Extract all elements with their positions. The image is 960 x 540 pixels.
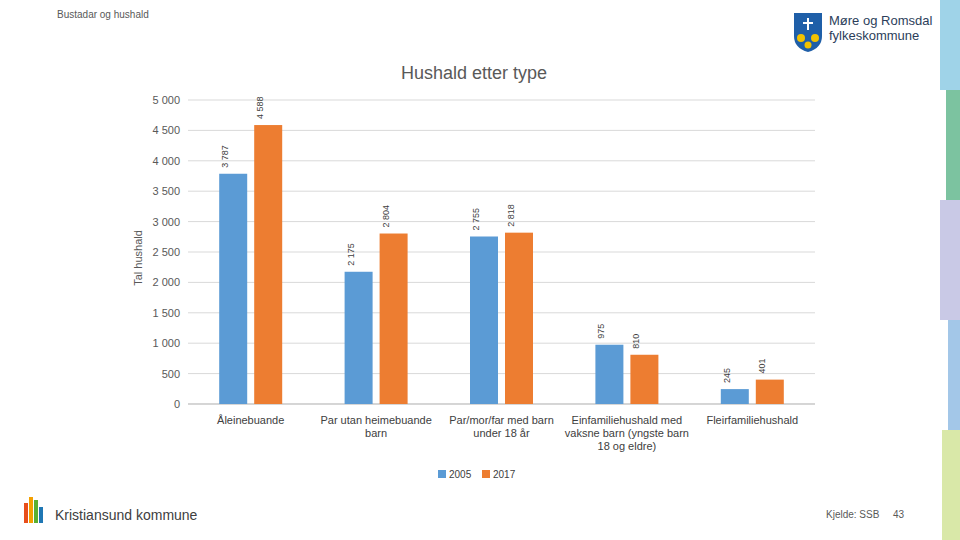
logo-emblem bbox=[811, 34, 819, 42]
logo-text: fylkeskommune bbox=[829, 28, 919, 43]
source: Kjelde: SSB bbox=[826, 509, 880, 520]
data-label: 975 bbox=[596, 324, 606, 339]
data-label: 810 bbox=[631, 334, 641, 349]
page: {"page": {"header": "Bustadar og hushald… bbox=[0, 0, 960, 540]
data-label: 3 787 bbox=[220, 145, 230, 168]
bar bbox=[721, 389, 749, 404]
x-tick-label-line: Åleinebuande bbox=[217, 414, 284, 426]
x-tick-label-line: Par utan heimebuande bbox=[320, 414, 431, 426]
data-label: 4 588 bbox=[255, 97, 265, 120]
legend-swatch bbox=[482, 470, 490, 478]
footer-logo-bar bbox=[39, 507, 43, 523]
y-tick-label: 500 bbox=[162, 368, 180, 380]
footer: Kristiansund kommune bbox=[55, 507, 198, 523]
legend: 2005 2017 bbox=[438, 469, 516, 480]
y-axis-label: Tal hushald bbox=[132, 230, 144, 286]
page-number: 43 bbox=[893, 509, 905, 520]
y-tick-label: 1 000 bbox=[152, 337, 180, 349]
y-tick-label: 3 500 bbox=[152, 185, 180, 197]
bar bbox=[595, 345, 623, 404]
grid-line bbox=[188, 100, 815, 101]
header: Bustadar og hushald bbox=[57, 9, 149, 20]
legend-label: 2017 bbox=[493, 469, 516, 480]
decor-stripe bbox=[948, 320, 960, 430]
decor-stripe bbox=[940, 0, 960, 90]
x-tick-label: Fleirfamiliehushald bbox=[706, 414, 798, 426]
bar bbox=[756, 380, 784, 404]
x-tick-label-line: 18 og eldre) bbox=[598, 440, 657, 452]
logo-text: Møre og Romsdal bbox=[829, 13, 932, 28]
data-label: 2 804 bbox=[381, 205, 391, 228]
y-tick-label: 4 500 bbox=[152, 124, 180, 136]
bars bbox=[219, 125, 784, 404]
x-tick-label: Einfamiliehushald medvaksne barn (yngste… bbox=[565, 414, 689, 452]
logo-shield bbox=[794, 13, 822, 52]
logo-cross bbox=[803, 18, 813, 30]
bar bbox=[505, 233, 533, 404]
logo: Møre og Romsdalfylkeskommune bbox=[794, 13, 932, 52]
bar bbox=[345, 272, 373, 404]
y-tick-label: 0 bbox=[174, 398, 180, 410]
x-tick-label-line: barn bbox=[365, 427, 387, 439]
data-labels: 3 787 2 175 2 755 975 245 4 588 2 804 2 818 810 4… bbox=[220, 97, 767, 384]
chart-title: Hushald etter type bbox=[401, 63, 547, 83]
data-label: 245 bbox=[722, 368, 732, 383]
data-label: 2 755 bbox=[471, 208, 481, 231]
grid bbox=[188, 100, 815, 404]
y-tick-label: 4 000 bbox=[152, 155, 180, 167]
data-label: 2 175 bbox=[346, 243, 356, 266]
decor-stripe bbox=[940, 200, 960, 320]
data-label: 2 818 bbox=[506, 204, 516, 227]
x-tick-label: Åleinebuande bbox=[217, 414, 284, 426]
y-tick-label: 2 000 bbox=[152, 276, 180, 288]
decor-stripe bbox=[942, 430, 960, 540]
x-tick-label-line: vaksne barn (yngste barn bbox=[565, 427, 689, 439]
x-tick-label-line: Par/mor/far med barn bbox=[449, 414, 554, 426]
bar bbox=[630, 355, 658, 404]
y-tick-label: 5 000 bbox=[152, 94, 180, 106]
logo-emblem bbox=[797, 34, 805, 42]
x-tick-label: Par/mor/far med barnunder 18 år bbox=[449, 414, 554, 439]
data-label: 401 bbox=[757, 359, 767, 374]
footer-logo-bar bbox=[34, 500, 38, 523]
bar bbox=[380, 234, 408, 404]
decor-stripe bbox=[946, 90, 960, 200]
bar bbox=[254, 125, 282, 404]
y-tick-label: 3 000 bbox=[152, 216, 180, 228]
bar bbox=[219, 174, 247, 404]
x-tick-label-line: Einfamiliehushald med bbox=[572, 414, 683, 426]
y-tick-label: 2 500 bbox=[152, 246, 180, 258]
x-tick-label-line: under 18 år bbox=[473, 427, 530, 439]
bar bbox=[470, 236, 498, 404]
logo-emblem bbox=[805, 42, 812, 49]
x-tick-label-line: Fleirfamiliehushald bbox=[706, 414, 798, 426]
y-tick-label: 1 500 bbox=[152, 307, 180, 319]
x-tick-label: Par utan heimebuandebarn bbox=[320, 414, 431, 439]
footer-logo-bar bbox=[24, 503, 28, 523]
slide: Bustadar og hushald Møre og Romsdalfylkes… bbox=[0, 0, 960, 540]
legend-label: 2005 bbox=[449, 469, 472, 480]
footer-logo-bar bbox=[29, 497, 33, 523]
legend-swatch bbox=[438, 470, 446, 478]
